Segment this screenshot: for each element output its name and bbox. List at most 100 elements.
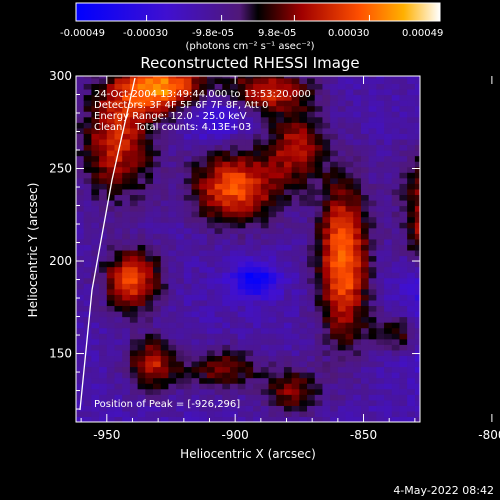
heatmap-cell xyxy=(176,360,185,368)
heatmap-cell xyxy=(237,261,247,268)
heatmap-cell xyxy=(337,410,347,418)
heatmap-cell xyxy=(160,238,170,245)
heatmap-cell xyxy=(230,138,239,146)
heatmap-cell xyxy=(307,338,316,345)
heatmap-cell xyxy=(399,155,408,162)
heatmap-cell xyxy=(76,377,85,384)
heatmap-cell xyxy=(353,144,362,151)
heatmap-cell xyxy=(268,76,277,79)
heatmap-cell xyxy=(322,383,331,390)
heatmap-cell xyxy=(337,183,347,190)
heatmap-cell xyxy=(245,183,254,190)
heatmap-cell xyxy=(391,410,401,418)
heatmap-cell xyxy=(106,172,116,179)
heatmap-cell xyxy=(391,344,401,351)
heatmap-cell xyxy=(407,244,416,251)
heatmap-cell xyxy=(106,366,116,373)
heatmap-cell xyxy=(368,100,377,107)
heatmap-cell xyxy=(276,122,285,129)
heatmap-cell xyxy=(376,116,385,123)
heatmap-cell xyxy=(83,288,92,295)
heatmap-cell xyxy=(99,211,108,218)
heatmap-cell xyxy=(376,394,385,401)
heatmap-cell xyxy=(145,76,154,79)
heatmap-cell xyxy=(122,94,131,101)
heatmap-cell xyxy=(237,116,247,123)
heatmap-cell xyxy=(191,327,200,334)
heatmap-cell xyxy=(330,410,339,418)
heatmap-cell xyxy=(314,399,324,406)
heatmap-cell xyxy=(230,122,239,129)
heatmap-cell xyxy=(160,166,170,173)
heatmap-cell xyxy=(391,205,401,212)
heatmap-cell xyxy=(414,116,420,123)
heatmap-cell xyxy=(83,194,92,201)
heatmap-cell xyxy=(307,294,316,301)
heatmap-cell xyxy=(191,405,200,412)
heatmap-cell xyxy=(353,216,362,223)
heatmap-cell xyxy=(283,349,293,356)
heatmap-cell xyxy=(291,76,300,79)
heatmap-cell xyxy=(353,383,362,390)
heatmap-cell xyxy=(106,355,116,362)
heatmap-cell xyxy=(153,255,162,262)
heatmap-cell xyxy=(391,211,401,218)
heatmap-cell xyxy=(160,249,170,257)
heatmap-cell xyxy=(391,177,401,184)
colorbar-tick-label-2: -0.00030 xyxy=(123,28,168,39)
heatmap-cell xyxy=(176,333,185,340)
heatmap-cell xyxy=(376,155,385,162)
heatmap-cell xyxy=(414,100,420,107)
heatmap-cell xyxy=(222,333,231,340)
heatmap-cell xyxy=(206,83,216,90)
heatmap-cell xyxy=(168,105,177,112)
heatmap-cell xyxy=(291,177,300,184)
heatmap-cell xyxy=(322,294,331,301)
heatmap-cell xyxy=(407,388,416,395)
heatmap-cell xyxy=(283,360,293,368)
heatmap-cell xyxy=(322,310,331,318)
heatmap-cell xyxy=(314,105,324,112)
heatmap-cell xyxy=(114,383,123,390)
heatmap-cell xyxy=(106,288,116,295)
heatmap-cell xyxy=(168,177,177,184)
heatmap-cell xyxy=(391,283,401,290)
heatmap-cell xyxy=(245,355,254,362)
heatmap-cell xyxy=(230,266,239,273)
heatmap-cell xyxy=(368,211,377,218)
heatmap-cell xyxy=(253,310,262,318)
heatmap-cell xyxy=(314,177,324,184)
heatmap-cell xyxy=(330,299,339,307)
heatmap-cell xyxy=(299,205,308,212)
heatmap-cell xyxy=(237,94,247,101)
heatmap-cell xyxy=(299,344,308,351)
heatmap-cell xyxy=(153,77,162,84)
heatmap-cell xyxy=(330,150,339,157)
heatmap-cell xyxy=(314,360,324,368)
heatmap-cell xyxy=(168,122,177,129)
heatmap-cell xyxy=(183,188,193,196)
heatmap-cell xyxy=(153,360,162,368)
heatmap-cell xyxy=(137,205,146,212)
heatmap-cell xyxy=(122,188,131,196)
heatmap-cell xyxy=(160,294,170,301)
heatmap-cell xyxy=(230,77,239,84)
heatmap-cell xyxy=(407,100,416,107)
heatmap-cell xyxy=(122,155,131,162)
heatmap-cell xyxy=(322,233,331,240)
heatmap-cell xyxy=(345,377,354,384)
heatmap-cell xyxy=(376,105,385,112)
heatmap-cell xyxy=(237,255,247,262)
heatmap-cell xyxy=(322,222,331,229)
heatmap-cell xyxy=(129,360,139,368)
heatmap-cell xyxy=(384,416,393,422)
heatmap-cell xyxy=(137,394,146,401)
heatmap-cell xyxy=(253,377,262,384)
heatmap-cell xyxy=(283,127,293,134)
heatmap-cell xyxy=(137,327,146,334)
heatmap-cell xyxy=(160,77,170,84)
heatmap-cell xyxy=(283,238,293,245)
heatmap-cell xyxy=(253,288,262,295)
heatmap-cell xyxy=(137,105,146,112)
heatmap-cell xyxy=(353,211,362,218)
